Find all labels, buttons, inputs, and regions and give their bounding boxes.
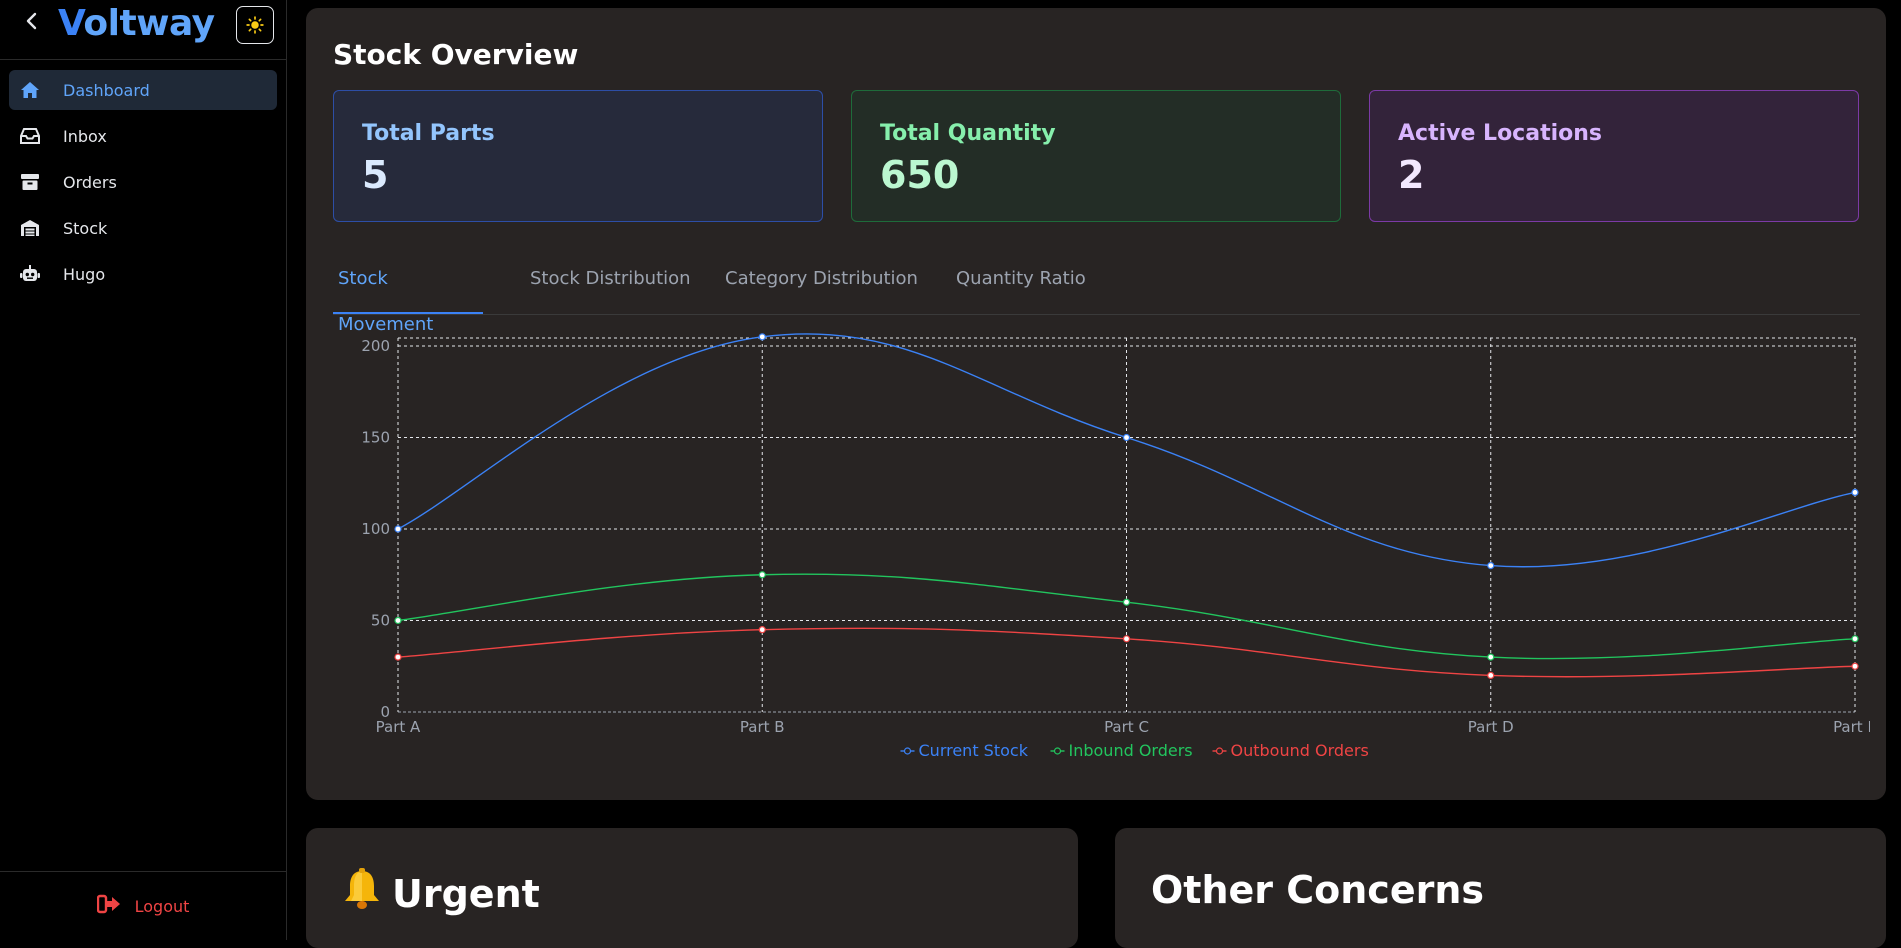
sidebar-item-label: Dashboard <box>63 80 150 100</box>
chevron-left-icon[interactable] <box>20 12 44 36</box>
data-point <box>1122 433 1131 442</box>
stat-value: 5 <box>362 153 389 197</box>
sidebar-item-inbox[interactable]: Inbox <box>9 116 277 156</box>
bell-icon <box>342 868 382 919</box>
stat-label: Total Quantity <box>880 121 1056 146</box>
stock-movement-chart: 0 50 100 150 200 Part A Part B Part C Part D Part… <box>361 333 1870 760</box>
stat-value: 650 <box>880 153 960 197</box>
x-tick-label: Part C <box>1104 718 1149 736</box>
legend-marker <box>903 747 912 755</box>
x-tick-label: Part E <box>1833 718 1870 736</box>
data-point <box>1851 662 1859 670</box>
data-point <box>758 333 766 341</box>
chart-tabs: Stock Movement Stock Distribution Catego… <box>333 256 1860 335</box>
data-point <box>758 626 766 634</box>
stat-value: 2 <box>1398 153 1425 197</box>
sun-icon <box>246 16 264 34</box>
logout-label: Logout <box>134 896 190 916</box>
tab-stock-movement[interactable]: Stock Movement <box>333 256 483 335</box>
sidebar-header: Voltway <box>0 0 286 60</box>
y-tick-label: 150 <box>361 429 390 447</box>
inbox-icon <box>19 125 41 147</box>
stat-active-locations: Active Locations 2 <box>1369 90 1859 222</box>
x-tick-label: Part A <box>376 718 421 736</box>
stock-overview-card: Stock Overview Total Parts 5 Total Quant… <box>306 8 1886 800</box>
sidebar-nav: Dashboard Inbox Orders Stock Hugo <box>0 60 286 294</box>
stat-label: Active Locations <box>1398 121 1602 146</box>
x-tick-label: Part B <box>740 718 785 736</box>
data-point <box>1487 653 1495 661</box>
sidebar-item-hugo[interactable]: Hugo <box>9 254 277 294</box>
tab-quantity-ratio[interactable]: Quantity Ratio <box>956 268 1086 289</box>
sidebar-item-label: Inbox <box>63 126 107 146</box>
y-tick-label: 0 <box>380 703 390 721</box>
sidebar: Voltway Dashboard Inbox <box>0 0 287 940</box>
sidebar-footer: Logout <box>0 871 286 940</box>
robot-icon <box>19 263 41 285</box>
warehouse-icon <box>19 217 41 239</box>
page-title: Stock Overview <box>333 38 579 71</box>
legend-label: Outbound Orders <box>1231 741 1369 760</box>
legend-label: Inbound Orders <box>1069 741 1193 760</box>
data-point <box>394 653 402 661</box>
data-point <box>1122 598 1131 606</box>
sidebar-item-label: Orders <box>63 172 117 192</box>
logout-icon <box>96 894 121 918</box>
sidebar-item-dashboard[interactable]: Dashboard <box>9 70 277 110</box>
sidebar-item-label: Stock <box>63 218 108 238</box>
data-point <box>1122 635 1131 643</box>
stat-total-quantity: Total Quantity 650 <box>851 90 1341 222</box>
sidebar-item-stock[interactable]: Stock <box>9 208 277 248</box>
brand-logo: Voltway <box>58 3 215 44</box>
tab-category-distribution[interactable]: Category Distribution <box>725 268 918 289</box>
data-point <box>758 571 766 579</box>
stat-label: Total Parts <box>362 121 495 146</box>
urgent-card: Urgent <box>306 828 1078 948</box>
data-point <box>1851 635 1859 643</box>
data-point <box>1487 671 1495 679</box>
legend-marker <box>1215 747 1224 755</box>
y-tick-label: 100 <box>361 520 390 538</box>
home-icon <box>19 79 41 101</box>
tab-stock-distribution[interactable]: Stock Distribution <box>530 268 691 289</box>
data-point <box>394 525 402 533</box>
sidebar-item-label: Hugo <box>63 264 106 284</box>
y-tick-label: 50 <box>371 612 390 630</box>
stat-total-parts: Total Parts 5 <box>333 90 823 222</box>
legend-marker <box>1053 747 1062 755</box>
other-concerns-title: Other Concerns <box>1151 868 1485 912</box>
logout-button[interactable]: Logout <box>96 894 190 918</box>
x-tick-label: Part D <box>1468 718 1514 736</box>
y-tick-label: 200 <box>361 337 390 355</box>
data-point <box>1851 488 1859 496</box>
legend-label: Current Stock <box>919 741 1029 760</box>
data-point <box>394 616 402 625</box>
urgent-label: Urgent <box>392 871 540 916</box>
box-icon <box>19 171 41 193</box>
sidebar-item-orders[interactable]: Orders <box>9 162 277 202</box>
other-concerns-card: Other Concerns <box>1115 828 1886 948</box>
data-point <box>1487 562 1495 570</box>
theme-toggle-button[interactable] <box>236 6 274 44</box>
urgent-title: Urgent <box>342 868 540 919</box>
